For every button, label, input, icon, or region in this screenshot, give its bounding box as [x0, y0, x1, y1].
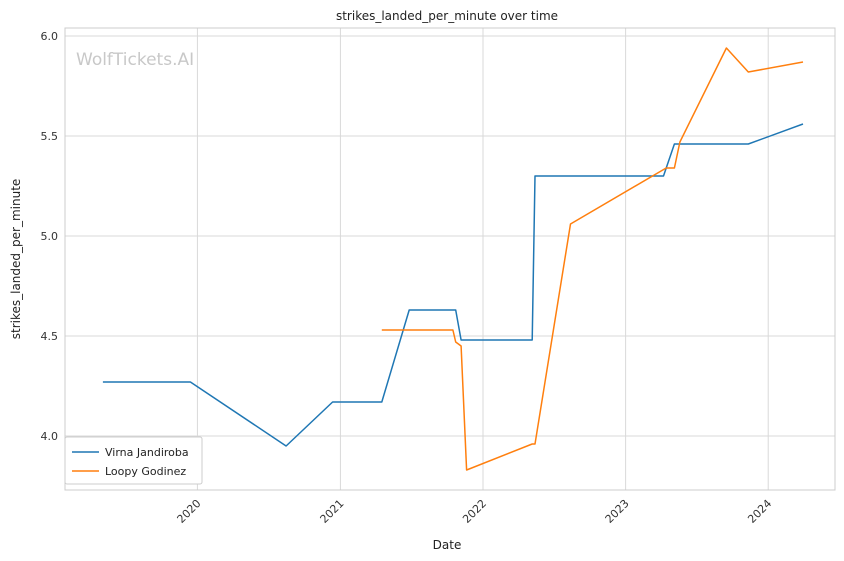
series-line-virna-jandiroba	[102, 123, 804, 447]
series	[102, 47, 804, 471]
y-tick-label: 6.0	[41, 30, 59, 43]
y-tick-label: 4.5	[41, 330, 59, 343]
plot-frame	[64, 27, 836, 491]
grid	[65, 28, 835, 490]
y-axis-title: strikes_landed_per_minute	[9, 179, 23, 340]
x-tick-label: 2021	[318, 497, 347, 526]
plot-background	[65, 28, 835, 490]
legend-label-virna: Virna Jandiroba	[105, 446, 189, 459]
legend: Virna Jandiroba Loopy Godinez	[64, 436, 203, 485]
y-tick-label: 4.0	[41, 430, 59, 443]
legend-box	[64, 436, 203, 485]
x-axis-title: Date	[433, 538, 462, 552]
x-tick-label: 2024	[745, 497, 774, 526]
chart-title: strikes_landed_per_minute over time	[336, 9, 558, 23]
x-tick-label: 2020	[175, 497, 204, 526]
series-line-loopy-godinez	[381, 47, 804, 471]
y-tick-label: 5.0	[41, 230, 59, 243]
legend-label-loopy: Loopy Godinez	[105, 465, 186, 478]
x-tick-label: 2022	[460, 497, 489, 526]
x-tick-label: 2023	[603, 497, 632, 526]
watermark: WolfTickets.AI	[76, 50, 194, 70]
y-tick-label: 5.5	[41, 130, 59, 143]
